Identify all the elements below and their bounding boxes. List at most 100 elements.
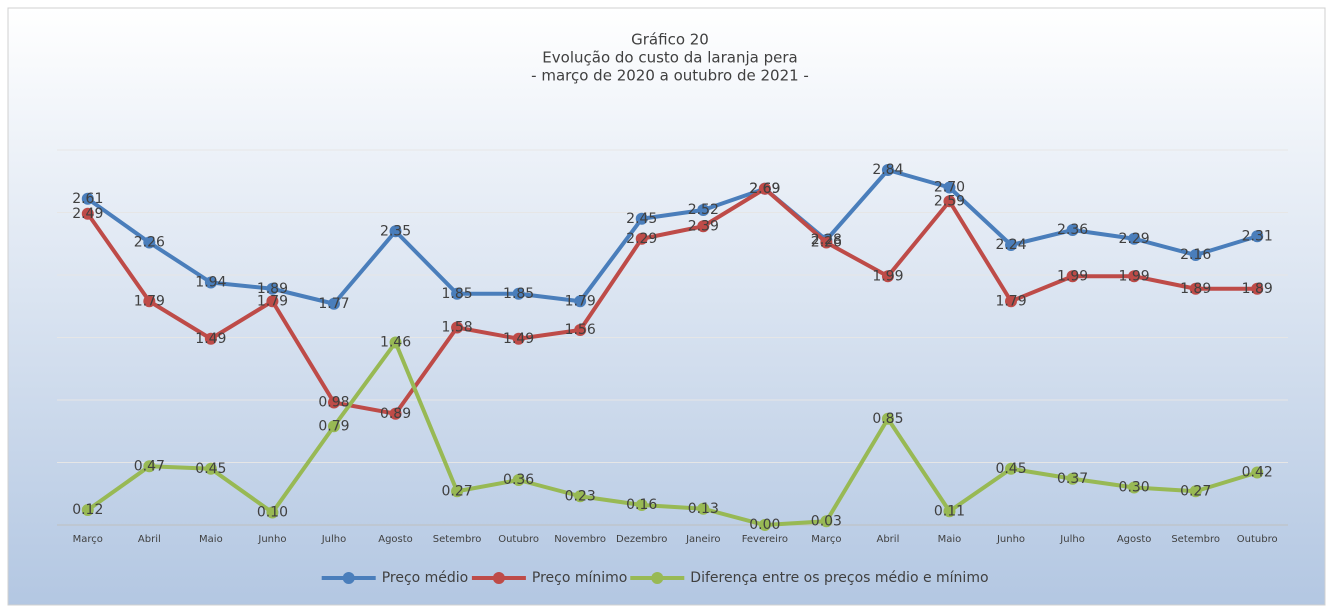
data-label: 2.26 xyxy=(134,235,165,251)
point-marker xyxy=(697,220,710,233)
x-tick-label: Setembro xyxy=(1171,534,1220,545)
chart-frame xyxy=(7,7,1326,606)
point-marker xyxy=(1128,232,1141,245)
point-marker xyxy=(204,332,217,345)
data-label: 1.79 xyxy=(134,293,165,309)
point-marker xyxy=(574,324,587,336)
data-label: 1.79 xyxy=(565,293,596,309)
point-marker xyxy=(1189,485,1202,498)
point-marker xyxy=(143,236,156,249)
point-marker xyxy=(758,519,771,531)
data-label: 1.85 xyxy=(441,286,472,302)
point-marker xyxy=(1251,466,1264,479)
data-label: 2.16 xyxy=(1180,247,1211,263)
point-marker xyxy=(266,282,279,295)
point-marker xyxy=(1066,472,1079,485)
x-tick-label: Abril xyxy=(876,534,899,545)
data-label: 1.89 xyxy=(1242,281,1273,297)
point-marker xyxy=(635,212,648,225)
point-marker xyxy=(943,181,956,194)
data-label: 2.52 xyxy=(688,202,719,218)
legend-label: Preço médio xyxy=(382,570,469,586)
data-label: 0.23 xyxy=(565,488,596,504)
x-tick-label: Junho xyxy=(257,534,286,545)
data-label: 0.00 xyxy=(749,517,780,533)
legend-label: Diferença entre os preços médio e mínimo xyxy=(690,570,988,586)
x-tick-label: Abril xyxy=(138,534,161,545)
point-marker xyxy=(327,396,340,409)
series-line xyxy=(86,168,1258,306)
data-label: 2.59 xyxy=(934,193,965,209)
point-marker xyxy=(1128,481,1141,494)
x-tick-label: Março xyxy=(811,534,841,545)
data-label: 1.46 xyxy=(380,335,411,351)
data-label: 1.79 xyxy=(257,293,288,309)
point-marker xyxy=(1189,249,1202,261)
data-label: 2.61 xyxy=(72,191,103,207)
point-marker xyxy=(81,192,94,205)
data-label: 0.27 xyxy=(1180,483,1211,499)
point-marker xyxy=(820,236,833,249)
data-label: 0.45 xyxy=(195,461,226,477)
point-marker xyxy=(204,462,217,475)
legend-swatch xyxy=(651,572,664,584)
point-marker xyxy=(512,474,525,486)
data-label: 1.79 xyxy=(995,293,1026,309)
data-label: 1.99 xyxy=(1057,268,1088,284)
data-label: 1.58 xyxy=(441,320,472,336)
x-tick-label: Agosto xyxy=(1117,534,1152,545)
data-label: 2.24 xyxy=(995,237,1026,253)
point-marker xyxy=(758,182,771,195)
data-label: 2.36 xyxy=(1057,222,1088,238)
data-label: 2.69 xyxy=(749,181,780,197)
x-tick-label: Maio xyxy=(938,534,962,545)
point-marker xyxy=(327,420,340,433)
series-line xyxy=(86,186,1258,416)
data-label: 0.03 xyxy=(811,513,842,529)
data-label: 0.10 xyxy=(257,505,288,521)
x-tick-label: Outubro xyxy=(1237,534,1278,545)
data-label: 2.84 xyxy=(872,162,903,178)
chart-title: Evolução do custo da laranja pera xyxy=(542,49,797,67)
x-tick-label: Agosto xyxy=(378,534,413,545)
legend-swatch xyxy=(492,572,505,584)
point-marker xyxy=(81,207,94,220)
data-label: 1.56 xyxy=(565,322,596,338)
point-marker xyxy=(1005,295,1018,308)
point-marker xyxy=(389,225,402,238)
data-label: 2.29 xyxy=(626,231,657,247)
x-tick-label: Maio xyxy=(199,534,223,545)
point-marker xyxy=(204,276,217,289)
point-marker xyxy=(697,502,710,515)
point-marker xyxy=(1066,270,1079,283)
data-label: 2.35 xyxy=(380,223,411,239)
data-label: 1.94 xyxy=(195,275,226,291)
data-label: 2.70 xyxy=(934,180,965,196)
point-marker xyxy=(574,295,587,308)
x-tick-label: Janeiro xyxy=(685,534,720,545)
data-label: 0.89 xyxy=(380,406,411,422)
data-label: 0.45 xyxy=(995,461,1026,477)
data-label: 0.12 xyxy=(72,502,103,518)
data-label: 0.16 xyxy=(626,497,657,513)
x-tick-label: Outubro xyxy=(498,534,539,545)
point-marker xyxy=(943,505,956,518)
point-marker xyxy=(881,270,894,283)
data-label: 1.49 xyxy=(195,331,226,347)
data-label: 2.45 xyxy=(626,211,657,227)
point-marker xyxy=(1066,224,1079,236)
point-marker xyxy=(512,332,525,345)
data-label: 0.98 xyxy=(318,395,349,411)
data-label: 1.99 xyxy=(1119,268,1150,284)
point-marker xyxy=(81,504,94,516)
point-marker xyxy=(1005,239,1018,251)
data-label: 0.27 xyxy=(441,483,472,499)
x-tick-label: Julho xyxy=(1059,534,1085,545)
data-label: 1.89 xyxy=(1180,281,1211,297)
point-marker xyxy=(881,412,894,425)
data-label: 0.37 xyxy=(1057,471,1088,487)
x-tick-label: Novembro xyxy=(554,534,606,545)
point-marker xyxy=(266,295,279,308)
data-label: 2.26 xyxy=(811,235,842,251)
series-line xyxy=(86,340,1258,527)
